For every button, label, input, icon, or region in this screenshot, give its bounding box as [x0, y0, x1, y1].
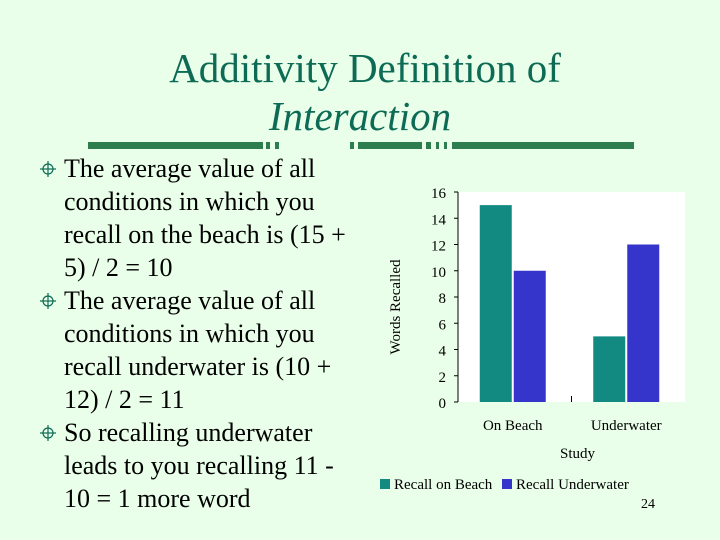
slide-title: Additivity Definition of Interaction: [0, 44, 720, 140]
bar: [479, 205, 512, 402]
title-line-1: Additivity Definition of: [169, 45, 561, 91]
y-tick-label: 4: [439, 344, 447, 360]
bar: [513, 270, 546, 402]
x-tick-label: On Beach: [483, 418, 543, 434]
bullet-icon: [40, 293, 56, 309]
y-tick-label: 16: [431, 186, 447, 202]
title-divider: [88, 142, 634, 149]
bullet-icon: [40, 161, 56, 177]
x-tick-label: Underwater: [591, 418, 662, 434]
bar-chart: 0 2 4 6 8 10 12 14 16 Words Recalled On Beach Under…: [370, 178, 710, 518]
legend-swatch: [502, 479, 512, 489]
y-tick-label: 0: [439, 396, 447, 412]
legend-label: Recall on Beach: [394, 477, 493, 493]
bullet-icon: [40, 425, 56, 441]
bullet-text: The average value of all conditions in w…: [64, 286, 332, 414]
y-tick-label: 6: [439, 317, 447, 333]
bullet-item: The average value of all conditions in w…: [40, 284, 360, 416]
y-tick-label: 10: [431, 265, 446, 281]
bullet-item: The average value of all conditions in w…: [40, 152, 360, 284]
bar: [593, 336, 626, 402]
bullet-list: The average value of all conditions in w…: [40, 152, 360, 515]
page-number: 24: [641, 497, 655, 512]
bullet-text: So recalling underwater leads to you rec…: [64, 418, 334, 513]
legend-swatch: [380, 479, 390, 489]
bullet-text: The average value of all conditions in w…: [64, 154, 346, 282]
y-tick-label: 12: [431, 239, 446, 255]
bar: [627, 244, 660, 402]
x-axis-label: Study: [560, 446, 596, 462]
y-tick-label: 2: [439, 370, 447, 386]
y-tick-label: 8: [439, 291, 447, 307]
title-line-2: Interaction: [268, 93, 452, 139]
y-axis-label: Words Recalled: [388, 259, 404, 355]
bullet-item: So recalling underwater leads to you rec…: [40, 416, 360, 515]
legend-label: Recall Underwater: [516, 477, 629, 493]
y-tick-label: 14: [431, 212, 447, 228]
chart-svg: 0 2 4 6 8 10 12 14 16 Words Recalled On Beach Under…: [380, 186, 685, 493]
